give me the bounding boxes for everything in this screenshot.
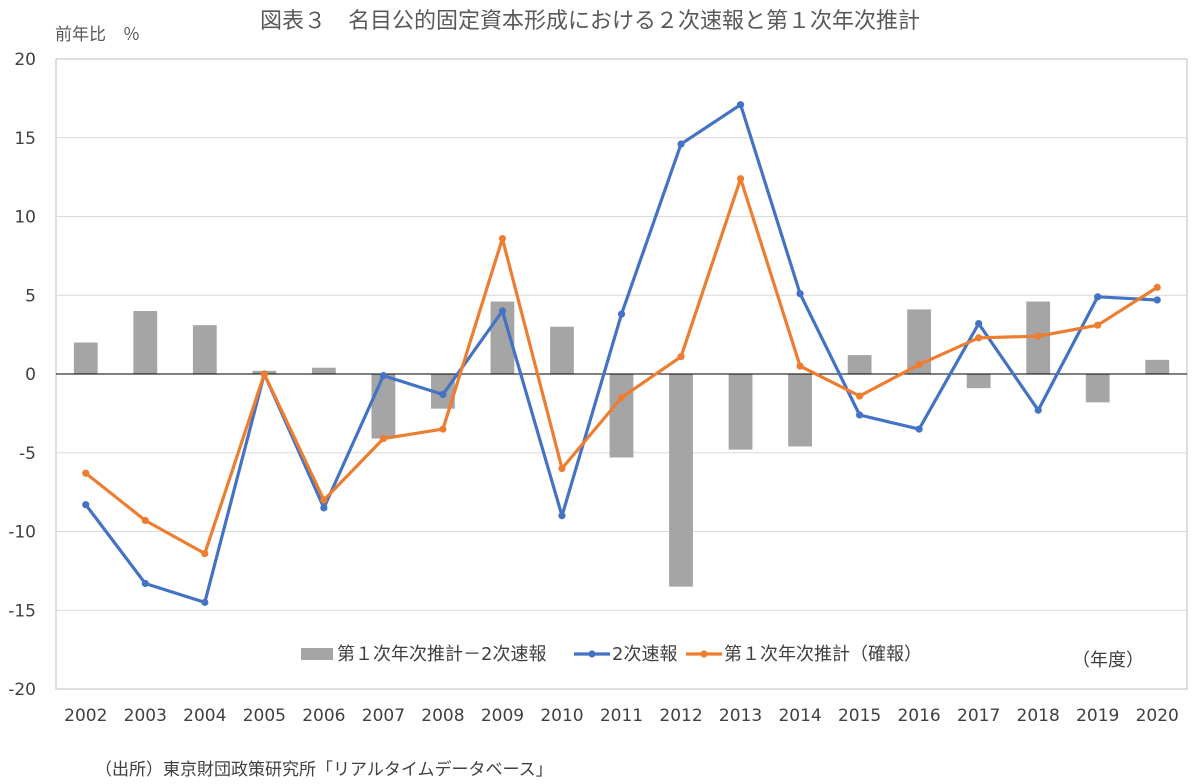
x-tick-label: 2004	[183, 706, 226, 726]
series-point	[915, 425, 923, 433]
legend-label: 第１次年次推計－2次速報	[337, 644, 546, 665]
bar	[1085, 374, 1110, 403]
y-tick-label: 0	[25, 365, 36, 385]
series-line	[84, 177, 1159, 556]
x-tick-label: 2015	[838, 706, 881, 726]
series-point	[1094, 321, 1102, 329]
series-point	[320, 496, 328, 504]
series-point	[141, 579, 149, 588]
series-point	[498, 307, 507, 315]
y-tick-labels: 20 15 10 5 0 -5 -10 -15 -20	[8, 50, 36, 700]
series-point	[439, 425, 447, 433]
x-tick-label: 2009	[481, 706, 524, 726]
series-point	[796, 362, 804, 370]
series-point	[439, 390, 447, 399]
bar	[788, 374, 812, 447]
series-point	[677, 353, 685, 361]
x-tick-label: 2017	[957, 706, 1000, 726]
y-axis-label: 前年比 ％	[55, 25, 140, 45]
bar	[907, 309, 932, 374]
y-tick-label: -5	[19, 444, 36, 464]
x-tick-label: 2005	[243, 706, 286, 726]
series-point	[975, 320, 983, 328]
series-point	[617, 310, 626, 318]
series-point	[856, 411, 864, 419]
series-point	[82, 469, 90, 477]
series-point	[141, 516, 149, 525]
y-tick-label: -20	[8, 680, 36, 700]
bar	[550, 326, 574, 374]
source-note: （出所）東京財団政策研究所「リアルタイムデータベース」	[95, 759, 553, 780]
series-point	[201, 549, 209, 558]
series-point	[82, 501, 90, 509]
line-series	[82, 101, 1161, 606]
bar	[669, 374, 693, 587]
y-tick-label: 10	[14, 208, 36, 228]
x-tick-label: 2011	[600, 706, 643, 726]
x-tick-label: 2002	[64, 706, 107, 726]
series-point	[736, 101, 745, 109]
y-tick-label: 5	[25, 286, 36, 306]
series-point	[1094, 293, 1102, 301]
series-point	[856, 392, 864, 400]
series-point	[558, 464, 566, 473]
bar	[1145, 359, 1170, 374]
bar	[609, 374, 634, 458]
x-tick-label: 2016	[897, 706, 940, 726]
y-tick-label: -15	[8, 601, 36, 621]
series-point	[1153, 283, 1161, 291]
legend-swatch-marker	[700, 650, 708, 658]
series-point	[498, 234, 507, 243]
series-point	[915, 360, 923, 369]
legend-label: 第１次年次推計（確報）	[724, 644, 922, 665]
series-point	[1034, 406, 1042, 414]
bar	[966, 374, 991, 389]
bar	[133, 311, 158, 374]
series-point	[1034, 332, 1042, 340]
bar	[192, 325, 217, 374]
series-point	[796, 290, 804, 298]
x-tick-label: 2007	[362, 706, 405, 726]
bar	[728, 374, 753, 450]
x-tick-labels: 2002 2003 2004 2005 2006 2007 2008 2009 2010 2011…	[64, 706, 1179, 726]
chart-title: 図表３ 名目公的固定資本形成における２次速報と第１次年次推計	[260, 9, 920, 34]
series-point	[736, 175, 745, 183]
series-line	[84, 103, 1158, 605]
series-point	[320, 504, 328, 512]
bar-series	[73, 301, 1170, 587]
bar	[311, 367, 336, 374]
series-point	[677, 140, 685, 148]
y-tick-label: 20	[14, 50, 36, 70]
series-point	[201, 598, 209, 606]
x-tick-label: 2008	[421, 706, 464, 726]
series-point	[379, 434, 387, 443]
y-tick-label: -10	[8, 523, 36, 543]
bar	[847, 355, 872, 374]
series-point	[558, 512, 566, 520]
x-tick-label: 2012	[659, 706, 702, 726]
legend-label: 2次速報	[612, 644, 677, 665]
legend: 第１次年次推計－2次速報 2次速報 第１次年次推計（確報）	[301, 644, 922, 665]
x-unit-label: （年度）	[1072, 650, 1144, 671]
series-point	[1153, 296, 1161, 304]
x-tick-label: 2006	[302, 706, 345, 726]
series-point	[617, 394, 626, 402]
series-point	[379, 371, 387, 380]
x-tick-label: 2018	[1017, 706, 1060, 726]
x-tick-label: 2013	[719, 706, 762, 726]
x-tick-label: 2003	[124, 706, 167, 726]
x-tick-label: 2019	[1076, 706, 1119, 726]
series-point	[260, 370, 268, 378]
legend-swatch-bar	[301, 648, 333, 660]
legend-swatch-marker	[588, 650, 596, 658]
x-tick-label: 2020	[1136, 706, 1179, 726]
y-tick-label: 15	[14, 129, 36, 149]
bar	[371, 374, 396, 439]
x-tick-label: 2010	[540, 706, 583, 726]
series-point	[975, 334, 983, 342]
bar	[73, 342, 98, 374]
x-tick-label: 2014	[778, 706, 821, 726]
